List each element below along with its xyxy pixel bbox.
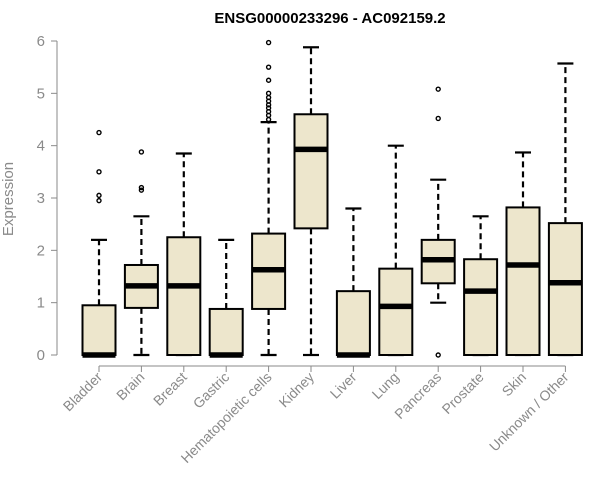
outlier-point — [96, 169, 102, 175]
box-4 — [251, 39, 287, 357]
box-0 — [81, 129, 117, 358]
x-tick-label: Brain — [113, 369, 147, 403]
box-iqr — [547, 222, 583, 356]
y-tick-label: 1 — [37, 295, 45, 312]
outlier-point — [265, 116, 272, 123]
outlier-point — [138, 149, 145, 155]
y-axis-label: Expression — [0, 162, 17, 236]
box-11 — [547, 62, 583, 357]
box-3 — [208, 238, 244, 358]
x-tick-label: Kidney — [276, 369, 318, 411]
box-5 — [293, 46, 329, 357]
outlier-point — [96, 192, 102, 199]
box-iqr — [166, 236, 202, 356]
x-tick-label: Breast — [150, 369, 190, 409]
y-tick-label: 4 — [37, 138, 45, 155]
chart-title: ENSG00000233296 - AC092159.2 — [214, 10, 445, 27]
box-9 — [463, 215, 499, 357]
y-tick-label: 0 — [37, 347, 45, 364]
x-tick-label: Lung — [369, 369, 402, 402]
box-iqr — [463, 258, 499, 357]
x-tick-label: Unknown / Other — [486, 369, 572, 455]
x-tick-label: Skin — [499, 369, 530, 400]
box-iqr — [81, 304, 117, 356]
x-tick-label: Prostate — [439, 369, 487, 417]
y-tick-label: 2 — [37, 242, 45, 259]
outlier-point — [435, 115, 441, 122]
plot-area — [81, 39, 583, 358]
box-8 — [420, 86, 456, 358]
box-iqr — [335, 290, 371, 356]
box-2 — [166, 152, 202, 357]
box-1 — [123, 149, 159, 357]
box-6 — [335, 207, 371, 358]
outlier-point — [435, 86, 441, 92]
x-tick-label: Liver — [327, 369, 360, 402]
box-iqr — [293, 113, 329, 230]
box-iqr — [505, 206, 541, 356]
box-iqr — [208, 307, 244, 356]
x-tick-label: Bladder — [60, 369, 106, 415]
box-10 — [505, 151, 541, 357]
outlier-point — [265, 77, 272, 83]
outlier-point — [138, 184, 145, 191]
y-tick-label: 5 — [37, 85, 45, 102]
outlier-point — [265, 90, 272, 97]
outlier-point — [265, 39, 272, 46]
outlier-point — [265, 64, 272, 70]
outlier-point — [96, 129, 102, 136]
y-tick-label: 3 — [37, 190, 45, 207]
y-axis: 0 1 2 3 4 5 6 — [37, 33, 58, 364]
outlier-point — [435, 352, 441, 358]
x-tick-label: Pancreas — [391, 369, 444, 422]
outlier-point — [138, 187, 145, 193]
box-iqr — [378, 267, 414, 356]
outlier-point — [265, 105, 272, 111]
outlier-point — [265, 94, 272, 101]
y-tick-label: 6 — [37, 33, 45, 50]
outlier-point — [96, 197, 102, 204]
box-7 — [378, 144, 414, 357]
